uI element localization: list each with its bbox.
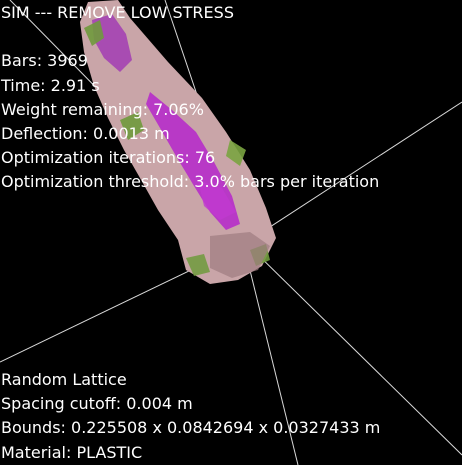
lattice-info-panel: Random Lattice Spacing cutoff: 0.004 m B…: [1, 368, 380, 465]
sim-time: Time: 2.91 s: [1, 75, 100, 95]
lattice-bounds: Bounds: 0.225508 x 0.0842694 x 0.0327433…: [1, 418, 381, 438]
lattice-mesh: [80, 0, 276, 284]
deflection: Deflection: 0.0013 m: [1, 123, 170, 143]
mesh-magenta-patch: [198, 180, 236, 220]
mesh-green-patch-3: [226, 140, 246, 166]
guide-line-right: [249, 101, 462, 241]
hud-spacer: [1, 25, 379, 49]
optimization-iterations: Optimization iterations: 76: [1, 148, 216, 168]
mesh-magenta-upper: [92, 14, 132, 72]
mesh-tip-shade: [210, 232, 270, 278]
mesh-green-patch-5: [186, 254, 210, 276]
optimization-threshold: Optimization threshold: 3.0% bars per it…: [1, 172, 380, 192]
bars-count: Bars: 3969: [1, 51, 88, 71]
weight-remaining: Weight remaining: 7.06%: [1, 99, 204, 119]
guide-line-bottom-center: [243, 245, 299, 465]
mesh-green-patch-2: [120, 112, 144, 140]
lattice-type: Random Lattice: [1, 370, 127, 389]
lattice-material: Material: PLASTIC: [1, 442, 143, 462]
mesh-green-patch-1: [84, 20, 104, 46]
guide-line-bottom-right: [247, 244, 462, 456]
sim-title: SIM --- REMOVE LOW STRESS: [1, 3, 234, 22]
sim-status-panel: SIM --- REMOVE LOW STRESS Bars: 3969 Tim…: [1, 1, 379, 195]
spacing-cutoff: Spacing cutoff: 0.004 m: [1, 394, 193, 414]
